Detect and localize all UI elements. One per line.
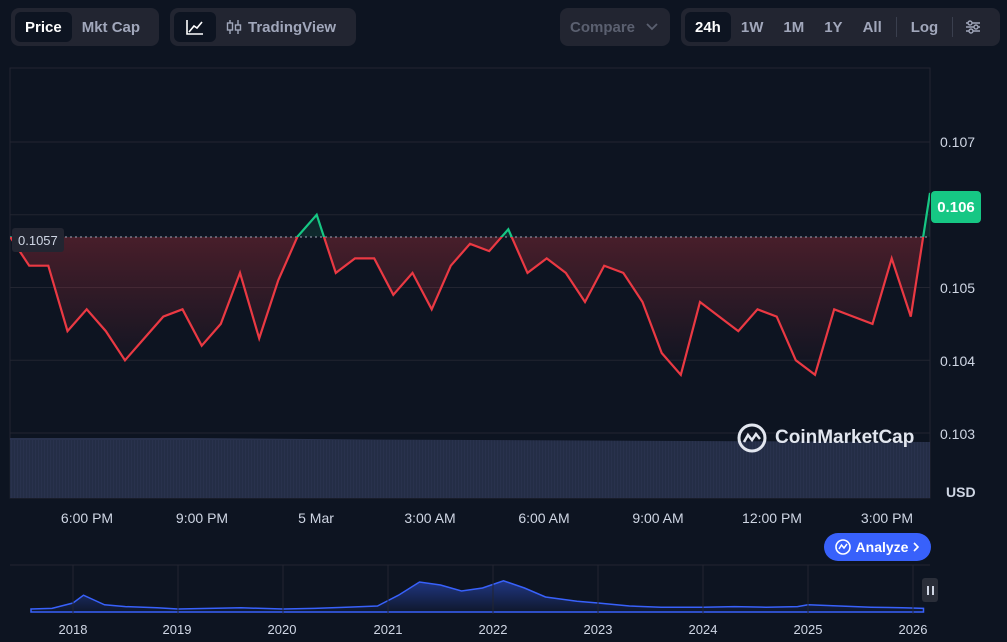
navigator-year-label: 2018 xyxy=(58,622,88,637)
navigator-year-label: 2023 xyxy=(583,622,613,637)
y-tick-label: 0.103 xyxy=(940,426,976,442)
analyze-button[interactable]: Analyze xyxy=(824,533,931,561)
price-tab[interactable]: Price xyxy=(15,12,72,42)
navigator-year-label: 2020 xyxy=(267,622,297,637)
ai-chart-icon xyxy=(834,539,851,555)
tradingview-label: TradingView xyxy=(248,18,337,36)
y-tick-label: 0.104 xyxy=(940,353,976,369)
watermark-text: CoinMarketCap xyxy=(775,427,915,448)
x-tick-label: 9:00 AM xyxy=(632,510,684,526)
x-tick-label: 5 Mar xyxy=(298,510,334,526)
y-tick-label: 0.105 xyxy=(940,280,976,296)
divider xyxy=(895,17,897,37)
price-area-fill xyxy=(10,192,930,375)
navigator-year-label: 2022 xyxy=(478,622,508,637)
chart-grid xyxy=(10,141,930,434)
range-1w[interactable]: 1W xyxy=(740,18,764,36)
mktcap-tab[interactable]: Mkt Cap xyxy=(81,18,141,36)
compare-label: Compare xyxy=(570,18,636,36)
history-navigator[interactable] xyxy=(30,565,925,614)
price-mktcap-toggle: Price Mkt Cap xyxy=(11,8,159,46)
tradingview-button[interactable]: TradingView xyxy=(216,12,346,42)
chart-settings-button[interactable] xyxy=(957,12,989,42)
range-selector: 24h 1W 1M 1Y All Log xyxy=(681,8,1000,46)
log-scale-button[interactable]: Log xyxy=(910,18,939,36)
price-area-down xyxy=(10,237,924,375)
x-tick-label: 3:00 PM xyxy=(860,510,914,526)
x-tick-label: 6:00 AM xyxy=(518,510,570,526)
coinmarketcap-watermark: CoinMarketCap xyxy=(737,423,914,453)
navigator-year-label: 2025 xyxy=(793,622,823,637)
coinmarketcap-logo-icon xyxy=(737,423,767,453)
chevron-down-icon xyxy=(646,23,658,31)
divider xyxy=(952,17,954,37)
navigator-year-label: 2024 xyxy=(688,622,718,637)
range-all[interactable]: All xyxy=(862,18,882,36)
range-1y[interactable]: 1Y xyxy=(824,18,843,36)
price-line-down xyxy=(10,237,925,378)
navigator-handle[interactable] xyxy=(922,578,938,602)
x-tick-label: 9:00 PM xyxy=(175,510,229,526)
line-chart-button[interactable] xyxy=(174,12,216,42)
chevron-right-icon xyxy=(913,542,920,552)
reference-price-label: 0.1057 xyxy=(12,228,64,252)
compare-dropdown[interactable]: Compare xyxy=(560,8,670,46)
navigator-year-label: 2021 xyxy=(373,622,403,637)
history-area xyxy=(30,580,925,613)
currency-label: USD xyxy=(946,484,976,500)
range-1m[interactable]: 1M xyxy=(783,18,805,36)
current-price-badge: 0.106 xyxy=(931,191,981,223)
x-tick-label: 12:00 PM xyxy=(742,510,802,526)
line-chart-icon xyxy=(186,20,203,35)
y-tick-label: 0.107 xyxy=(940,134,976,150)
chart-type-toggle: TradingView xyxy=(170,8,356,46)
range-24h[interactable]: 24h xyxy=(685,12,731,42)
candlestick-icon xyxy=(226,20,242,34)
x-tick-label: 6:00 PM xyxy=(60,510,114,526)
price-line xyxy=(10,192,930,378)
x-tick-label: 3:00 AM xyxy=(404,510,456,526)
volume-bars xyxy=(9,438,930,498)
settings-sliders-icon xyxy=(966,20,981,34)
analyze-label: Analyze xyxy=(855,539,909,555)
navigator-year-label: 2019 xyxy=(162,622,192,637)
navigator-year-label: 2026 xyxy=(898,622,928,637)
